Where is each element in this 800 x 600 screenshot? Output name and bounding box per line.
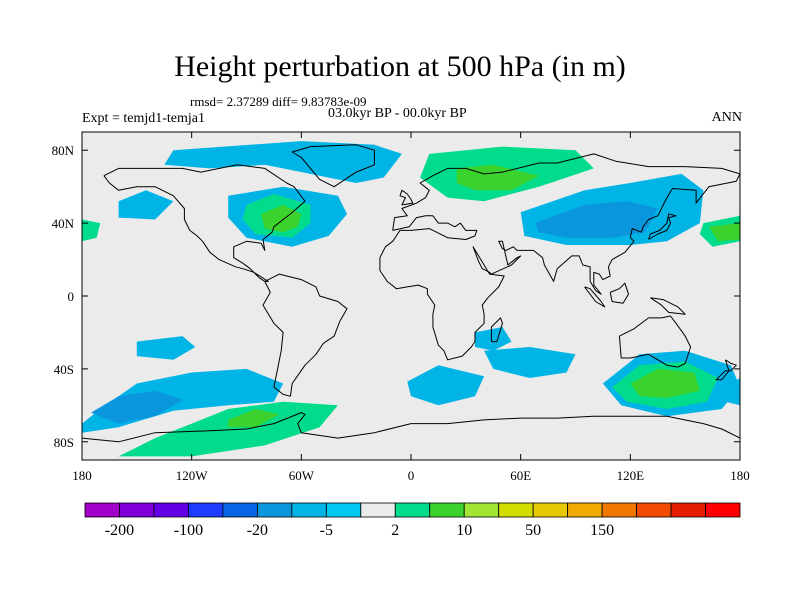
- colorbar-label-3: -5: [320, 522, 333, 539]
- lon-tick-label-2: 60W: [289, 468, 315, 483]
- colorbar-label-2: -20: [247, 522, 268, 539]
- colorbar-swatch-1: [119, 502, 155, 518]
- anomaly-region-14: [91, 390, 183, 424]
- lon-tick-label-1: 120W: [176, 468, 209, 483]
- anomaly-region-17: [407, 365, 485, 406]
- colorbar-swatch-10: [429, 502, 465, 518]
- anomaly-region-1: [118, 190, 174, 220]
- colorbar-label-1: -100: [174, 522, 203, 539]
- colorbar-swatch-5: [256, 502, 293, 518]
- coastline-new-guinea: [650, 297, 686, 315]
- colorbar-label-4: 2: [391, 522, 399, 539]
- coastline-borneo: [609, 282, 629, 304]
- anomaly-region-12: [136, 336, 196, 360]
- colorbar-swatch-15: [601, 502, 637, 518]
- colorbar-label-6: 50: [525, 522, 541, 539]
- lat-tick-label-3: 40S: [54, 362, 74, 377]
- coastline-japan: [648, 213, 677, 240]
- coastline-greenland: [291, 144, 375, 188]
- anomaly-region-18: [484, 347, 576, 378]
- colorbar-label-0: -200: [105, 522, 134, 539]
- colorbar-swatch-7: [325, 502, 362, 518]
- colorbar-swatch-8: [360, 502, 396, 518]
- colorbar-label-7: 150: [590, 522, 614, 539]
- coastlines: [82, 144, 740, 443]
- colorbar-swatch-16: [636, 502, 672, 518]
- anomaly-region-6: [456, 164, 539, 191]
- colorbar: -200 -100 -20 -5 2 10 50 150: [84, 502, 741, 539]
- coastline-south-america: [262, 273, 348, 397]
- colorbar-swatch-13: [532, 502, 569, 518]
- colorbar-swatch-6: [291, 502, 327, 518]
- colorbar-swatch-18: [705, 502, 741, 518]
- coastline-new-zealand: [715, 359, 737, 381]
- colorbar-swatch-11: [463, 502, 500, 518]
- colorbar-label-5: 10: [456, 522, 472, 539]
- coastline-antarctica: [82, 412, 740, 443]
- chart-title: Height perturbation at 500 hPa (in m): [174, 50, 626, 83]
- colorbar-swatch-9: [394, 502, 431, 518]
- coastline-madagascar: [490, 317, 503, 343]
- lon-tick-label-6: 180: [730, 468, 750, 483]
- colorbar-swatch-12: [498, 502, 534, 518]
- coastline-sumatra: [584, 286, 606, 308]
- lat-tick-label-4: 80S: [54, 435, 74, 450]
- anomaly-regions: [82, 141, 740, 457]
- anomaly-region-16: [228, 409, 280, 428]
- lat-tick-label-2: 0: [68, 289, 75, 304]
- lat-tick-label-1: 40N: [52, 216, 75, 231]
- anomaly-region-19: [475, 327, 512, 351]
- anomaly-region-23: [721, 378, 740, 406]
- coastline-great-britain: [399, 189, 414, 206]
- stats-line: rmsd= 2.37289 diff= 9.83783e-09: [190, 94, 367, 109]
- lon-tick-label-4: 60E: [510, 468, 531, 483]
- colorbar-swatch-2: [153, 502, 189, 518]
- lon-tick-label-3: 0: [408, 468, 415, 483]
- anomaly-region-22: [630, 368, 700, 398]
- anomaly-region-8: [535, 201, 658, 238]
- anomaly-region-0: [164, 141, 402, 183]
- anomaly-region-15: [118, 401, 338, 457]
- colorbar-swatch-14: [567, 502, 603, 518]
- coastline-australia: [618, 315, 692, 368]
- coastline-eurasia-africa: [379, 153, 740, 361]
- season-label: ANN: [711, 110, 742, 125]
- experiment-label: Expt = temjd1-temja1: [82, 111, 205, 126]
- colorbar-swatch-3: [188, 502, 224, 518]
- period-label: 03.0kyr BP - 00.0kyr BP: [328, 106, 467, 121]
- axis-ticks: 180 120W 60W 0 60E 120E 180 80N 40N 0 40S 80S: [52, 132, 750, 483]
- colorbar-swatch-0: [84, 502, 120, 518]
- anomaly-region-4: [261, 204, 302, 233]
- lon-tick-label-0: 180: [72, 468, 92, 483]
- colorbar-swatch-17: [670, 502, 706, 518]
- anomaly-region-11: [82, 219, 101, 242]
- lon-tick-label-5: 120E: [617, 468, 645, 483]
- colorbar-swatch-4: [222, 502, 258, 518]
- anomaly-region-10: [708, 223, 740, 242]
- coastline-north-america: [103, 164, 306, 282]
- lat-tick-label-0: 80N: [52, 143, 75, 158]
